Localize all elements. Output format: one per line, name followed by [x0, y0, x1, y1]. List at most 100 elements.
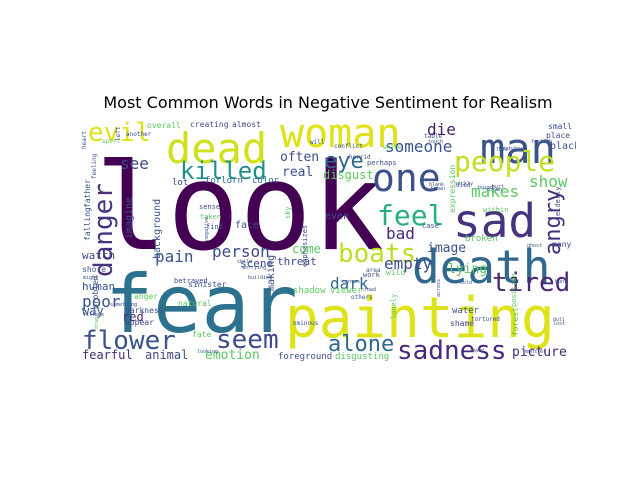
- word-dark: dark: [330, 274, 369, 293]
- word-white: white: [383, 144, 401, 151]
- word-life: life: [496, 147, 508, 153]
- word-death: death: [412, 240, 550, 294]
- word-crowd: crowd: [361, 287, 376, 293]
- word-red: red: [122, 310, 144, 324]
- word-disgusting: disgusting: [335, 352, 389, 362]
- word-fate: fate: [192, 330, 211, 339]
- word-another: another: [126, 131, 152, 138]
- word-show: show: [529, 172, 568, 191]
- word-across: across: [436, 279, 442, 297]
- word-emphasizes: emphasizes: [301, 225, 309, 267]
- word-died: died: [456, 182, 471, 189]
- word-dull: dull: [553, 317, 565, 323]
- word-sad: sad: [453, 194, 536, 248]
- word-others: others: [351, 294, 373, 301]
- word-fear: fear: [105, 258, 298, 351]
- word-father: father: [83, 179, 92, 208]
- word-bad: bad: [386, 224, 415, 243]
- word-killed: killed: [180, 157, 267, 185]
- word-dead: dead: [166, 124, 267, 173]
- word-foolish: foolish: [531, 139, 552, 145]
- word-image: image: [427, 241, 466, 256]
- word-drag: drag: [94, 317, 100, 329]
- word-disgust: disgust: [323, 168, 374, 182]
- word-fearful: fearful: [82, 348, 133, 362]
- word-even: even: [325, 211, 349, 222]
- word-tortured: tortured: [471, 316, 500, 323]
- word-looking: looking: [197, 349, 218, 355]
- word-darkness: darkness: [125, 306, 164, 315]
- word-people: people: [454, 145, 555, 178]
- word-something: something: [110, 302, 137, 308]
- word-someone: someone: [385, 137, 452, 156]
- word-person: person: [212, 242, 270, 261]
- word-black: black: [550, 141, 576, 152]
- word-sadness: sadness: [397, 336, 507, 366]
- word-way: way: [82, 304, 104, 318]
- word-seem: seem: [216, 325, 279, 355]
- word-real: real: [282, 165, 313, 180]
- word-elderly: elderly: [554, 186, 562, 216]
- word-boats: boats: [338, 239, 416, 269]
- word-tired: tired: [492, 268, 570, 298]
- word-place: place: [546, 131, 570, 140]
- word-face: face: [235, 220, 259, 231]
- word-die: die: [427, 120, 456, 139]
- word-position: position: [510, 273, 518, 307]
- word-poor: poor: [82, 292, 121, 311]
- word-look: look: [95, 139, 384, 278]
- word-sense: sense: [199, 203, 220, 211]
- word-imagine: imagine: [124, 197, 135, 239]
- word-bald: bald: [472, 348, 484, 354]
- word-will: will: [310, 139, 325, 146]
- word-anger: anger: [134, 292, 158, 301]
- word-watch: watch: [82, 249, 115, 262]
- figure-title: Most Common Words in Negative Sentiment …: [103, 93, 553, 112]
- word-come: come: [292, 242, 321, 256]
- word-lost: lost: [553, 321, 565, 327]
- word-shadow: shadow: [293, 286, 326, 296]
- word-man: man: [480, 124, 556, 173]
- word-animal: animal: [145, 348, 188, 362]
- word-left: left: [115, 126, 122, 141]
- word-betrayed: betrayed: [174, 277, 208, 285]
- word-water: water: [452, 306, 480, 316]
- word-feeling: feeling: [91, 153, 98, 179]
- word-foodsdown: foodsdown: [498, 146, 525, 152]
- word-cold: cold: [460, 280, 472, 286]
- word-within: within: [483, 206, 508, 214]
- word-feel: feel: [377, 199, 444, 232]
- word-flower: flower: [82, 326, 176, 356]
- word-empty: empty: [384, 254, 433, 273]
- word-color: color: [252, 176, 280, 186]
- word-sky: sky: [284, 206, 292, 219]
- word-natural: natural: [178, 299, 212, 308]
- word-threat: threat: [277, 255, 317, 268]
- word-background: background: [152, 199, 163, 259]
- word-creating: creating: [190, 120, 229, 129]
- word-see: see: [120, 154, 149, 173]
- word-woman: woman: [280, 119, 400, 157]
- word-might: might: [83, 275, 98, 281]
- word-many: many: [552, 240, 571, 249]
- word-lot: lot: [172, 178, 188, 188]
- word-expression: expression: [448, 165, 457, 213]
- word-makes: makes: [471, 182, 519, 201]
- word-area: area: [366, 267, 381, 274]
- word-table: table: [424, 133, 442, 140]
- word-canvas: canvas: [342, 279, 360, 285]
- word-ominous: ominous: [293, 320, 319, 327]
- word-monster: monster: [525, 349, 546, 355]
- word-evil: evil: [88, 119, 151, 148]
- word-eye: eye: [324, 149, 364, 174]
- word-case: case: [422, 222, 439, 230]
- word-broken: broken: [465, 234, 498, 244]
- word-sickly: sickly: [455, 181, 473, 187]
- word-shore: shore: [82, 265, 106, 274]
- word-perhaps: perhaps: [367, 159, 397, 167]
- word-heart: heart: [81, 131, 88, 149]
- word-horrid: horrid: [349, 154, 371, 161]
- word-hurt: hurt: [492, 184, 504, 190]
